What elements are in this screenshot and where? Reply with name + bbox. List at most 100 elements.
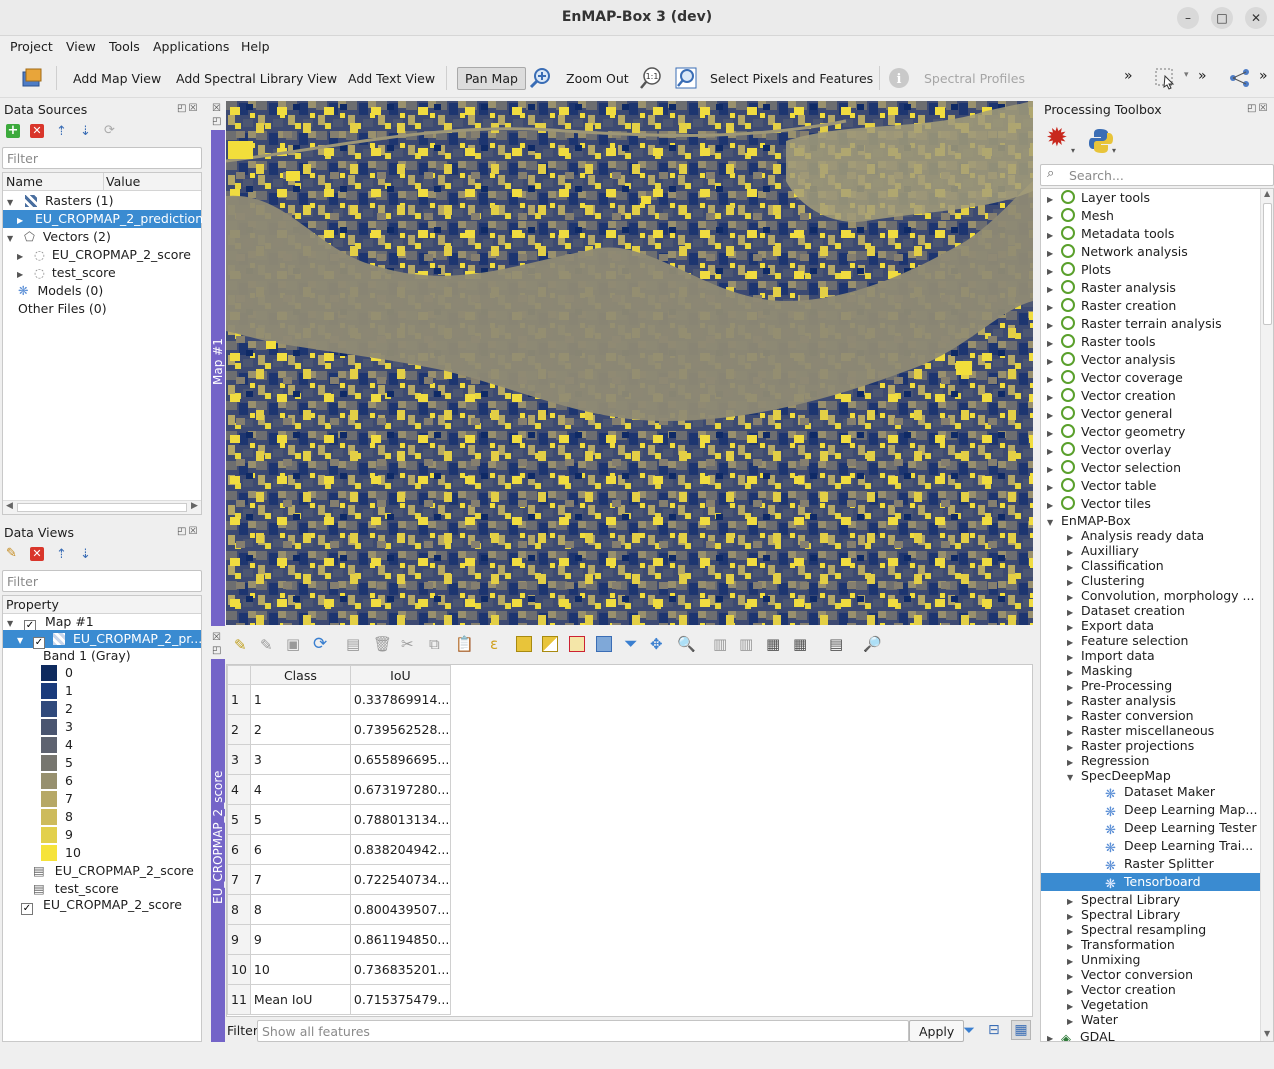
row-number-cell[interactable]: 3 xyxy=(227,744,251,775)
expand-arrow-icon[interactable]: ▶ xyxy=(1047,339,1054,348)
expand-arrow-icon[interactable]: ▶ xyxy=(1047,501,1054,510)
enmap-group-item[interactable]: ▶ Transformation xyxy=(1041,936,1260,954)
processing-group-item[interactable]: ▶ Raster tools xyxy=(1041,333,1260,351)
enmap-group-item[interactable]: ▶ Spectral resampling xyxy=(1041,921,1260,939)
iou-cell[interactable]: 0.673197280... xyxy=(349,774,451,805)
column-name[interactable]: Name xyxy=(6,174,43,189)
filter-funnel-icon[interactable]: ⏷ xyxy=(963,1021,976,1039)
enmap-group-item[interactable]: ▶ Clustering xyxy=(1041,572,1260,590)
iou-cell[interactable]: 0.722540734... xyxy=(349,864,451,895)
select-features-icon[interactable] xyxy=(1153,66,1177,90)
scrollbar-thumb[interactable] xyxy=(1263,203,1272,325)
save-edits-icon[interactable]: ▣ xyxy=(286,635,301,653)
data-views-dock-buttons[interactable]: ◰☒ xyxy=(177,526,200,537)
add-map-view-button[interactable]: Add Map View xyxy=(73,71,162,86)
class-cell[interactable]: 8 xyxy=(249,894,351,925)
specdeepmap-algorithm-item[interactable]: ❋ Deep Learning Trai... xyxy=(1041,837,1260,855)
collapse-icon[interactable]: ⇡ xyxy=(56,547,67,562)
expand-arrow-icon[interactable]: ▶ xyxy=(1067,623,1074,632)
processing-group-item[interactable]: ▶ Metadata tools xyxy=(1041,225,1260,243)
expand-arrow-icon[interactable]: ▶ xyxy=(1067,683,1074,692)
table-view-icon[interactable]: ▦ xyxy=(1011,1020,1031,1040)
processing-group-item[interactable]: ▶ Vector creation xyxy=(1041,387,1260,405)
expand-arrow-icon[interactable]: ▶ xyxy=(1067,758,1074,767)
table-row[interactable]: 1 1 0.337869914... xyxy=(227,684,451,715)
column-value[interactable]: Value xyxy=(106,174,141,189)
iou-cell[interactable]: 0.861194850... xyxy=(349,924,451,955)
close-icon[interactable]: ✕ xyxy=(1245,7,1267,29)
expand-arrow-icon[interactable]: ▶ xyxy=(1067,608,1074,617)
menu-applications[interactable]: Applications xyxy=(153,39,230,54)
enmap-group-item[interactable]: ▶ Import data xyxy=(1041,647,1260,665)
column-iou[interactable]: IoU xyxy=(349,665,451,685)
expand-arrow-icon[interactable]: ▶ xyxy=(1067,897,1074,906)
expand-arrow-icon[interactable]: ▶ xyxy=(1047,465,1054,474)
expand-icon[interactable]: ⇣ xyxy=(80,547,91,562)
enmap-group-item[interactable]: ▶ Dataset creation xyxy=(1041,602,1260,620)
table-row[interactable]: 6 6 0.838204942... xyxy=(227,834,451,865)
menu-tools[interactable]: Tools xyxy=(109,39,140,54)
new-field-icon[interactable]: ▥ xyxy=(713,635,728,653)
map-layer-item[interactable]: ▼ ✓ EU_CROPMAP_2_pr... xyxy=(3,630,202,649)
open-project-icon[interactable] xyxy=(20,66,44,90)
map-view-item[interactable]: ▼ ✓ Map #1 xyxy=(7,614,94,632)
legend-class-item[interactable]: 3 xyxy=(3,718,201,736)
table-row[interactable]: 9 9 0.861194850... xyxy=(227,924,451,955)
zoom-to-selected-icon[interactable]: 🔍 xyxy=(677,635,696,653)
legend-class-item[interactable]: 8 xyxy=(3,808,201,826)
row-number-cell[interactable]: 5 xyxy=(227,804,251,835)
multi-edit-icon[interactable]: ✎ xyxy=(260,636,273,654)
expand-arrow-icon[interactable]: ▶ xyxy=(1067,743,1074,752)
deselect-all-icon[interactable] xyxy=(569,636,585,652)
collapse-icon[interactable]: ⇡ xyxy=(56,124,67,139)
class-cell[interactable]: 7 xyxy=(249,864,351,895)
expand-arrow-icon[interactable]: ▶ xyxy=(1047,303,1054,312)
delete-feature-icon[interactable]: 🗑 xyxy=(373,635,393,653)
class-cell[interactable]: 1 xyxy=(249,684,351,715)
expand-arrow-icon[interactable]: ▶ xyxy=(1067,638,1074,647)
add-feature-icon[interactable]: ▤ xyxy=(346,635,361,653)
class-cell[interactable]: 10 xyxy=(249,954,351,985)
legend-class-item[interactable]: 10 xyxy=(3,844,201,862)
expand-arrow-icon[interactable]: ▶ xyxy=(1067,548,1074,557)
gdal-group[interactable]: ▶ ◈ GDAL xyxy=(1041,1028,1260,1041)
iou-cell[interactable]: 0.788013134... xyxy=(349,804,451,835)
row-number-cell[interactable]: 4 xyxy=(227,774,251,805)
iou-cell[interactable]: 0.655896695... xyxy=(349,744,451,775)
expand-arrow-icon[interactable]: ▶ xyxy=(1067,1002,1074,1011)
legend-class-item[interactable]: 2 xyxy=(3,700,201,718)
vector-item[interactable]: ▶ ◌ test_score xyxy=(17,265,116,280)
add-source-icon[interactable]: + xyxy=(6,123,20,138)
iou-cell[interactable]: 0.739562528... xyxy=(349,714,451,745)
expand-arrow-icon[interactable]: ▶ xyxy=(1047,429,1054,438)
enmap-group-item[interactable]: ▶ Vector conversion xyxy=(1041,966,1260,984)
raster-item[interactable]: ▶ EU_CROPMAP_2_prediction xyxy=(3,210,203,228)
move-selection-top-icon[interactable] xyxy=(596,636,612,652)
expand-arrow-icon[interactable]: ▶ xyxy=(1067,653,1074,662)
expand-arrow-icon[interactable]: ▶ xyxy=(1047,447,1054,456)
score-view-item[interactable]: ✓ EU_CROPMAP_2_score xyxy=(3,896,201,915)
enmap-group-item[interactable]: ▶ Raster miscellaneous xyxy=(1041,722,1260,740)
class-cell[interactable]: 6 xyxy=(249,834,351,865)
enmap-group-item[interactable]: ▶ Spectral Library xyxy=(1041,906,1260,924)
class-cell[interactable]: 5 xyxy=(249,804,351,835)
expand-arrow-icon[interactable]: ▶ xyxy=(1067,927,1074,936)
expand-arrow-icon[interactable]: ▶ xyxy=(1047,213,1054,222)
processing-group-item[interactable]: ▶ Raster terrain analysis xyxy=(1041,315,1260,333)
toolbar-overflow-3[interactable]: » xyxy=(1259,68,1268,84)
attribute-table-tab[interactable]: EU_CROPMAP_2_score xyxy=(211,659,225,1042)
invert-selection-icon[interactable] xyxy=(542,636,558,652)
reload-icon[interactable]: ⟳ xyxy=(313,634,328,654)
processing-group-item[interactable]: ▶ Raster analysis xyxy=(1041,279,1260,297)
processing-group-item[interactable]: ▶ Vector tiles xyxy=(1041,495,1260,513)
row-number-cell[interactable]: 11 xyxy=(227,984,251,1015)
form-view-icon[interactable]: ⊟ xyxy=(988,1022,1000,1038)
python-dropdown-icon[interactable]: ▾ xyxy=(1112,146,1117,155)
specdeepmap-algorithm-item[interactable]: ❋ Deep Learning Map... xyxy=(1041,801,1260,819)
processing-group-item[interactable]: ▶ Mesh xyxy=(1041,207,1260,225)
refresh-source-icon[interactable]: ⟳ xyxy=(104,123,115,138)
row-number-cell[interactable]: 6 xyxy=(227,834,251,865)
class-cell[interactable]: Mean IoU xyxy=(249,984,351,1015)
expand-arrow-icon[interactable]: ▶ xyxy=(1047,321,1054,330)
expand-arrow-icon[interactable]: ▶ xyxy=(1047,195,1054,204)
